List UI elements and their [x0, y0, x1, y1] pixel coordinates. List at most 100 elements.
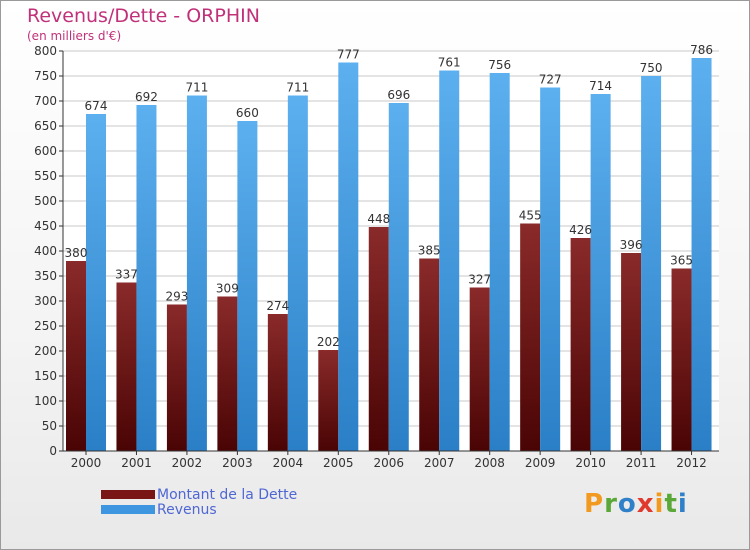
bar-debt-2003: [217, 296, 238, 451]
legend-label-debt: Montant de la Dette: [157, 486, 298, 503]
bar-revenue-2008: [489, 73, 510, 451]
y-tick-label: 200: [34, 344, 57, 358]
data-label-debt: 293: [165, 290, 188, 304]
data-label-debt: 337: [115, 268, 138, 282]
data-label-debt: 274: [266, 299, 289, 313]
x-tick-label: 2004: [273, 456, 304, 470]
x-tick-label: 2002: [172, 456, 203, 470]
legend-item-revenue: Revenus: [101, 501, 297, 518]
chart-legend: Montant de la Dette Revenus: [101, 486, 298, 518]
data-label-revenue: 777: [337, 48, 360, 62]
y-tick-label: 500: [34, 194, 57, 208]
data-label-revenue: 727: [539, 73, 562, 87]
bar-debt-2010: [570, 238, 591, 451]
bar-debt-2000: [66, 261, 86, 451]
data-label-revenue: 692: [135, 90, 158, 104]
data-label-debt: 448: [367, 212, 390, 226]
bar-revenue-2006: [388, 103, 409, 451]
chart-subtitle: (en milliers d'€): [27, 29, 122, 43]
y-tick-label: 600: [34, 144, 57, 158]
x-tick-label: 2011: [626, 456, 657, 470]
logo-letter: t: [664, 489, 678, 519]
y-tick-label: 650: [34, 119, 57, 133]
x-tick-label: 2009: [525, 456, 556, 470]
chart-title: Revenus/Dette - ORPHIN: [27, 5, 260, 27]
x-tick-label: 2001: [121, 456, 152, 470]
bar-debt-2007: [419, 258, 440, 451]
x-tick-label: 2006: [373, 456, 404, 470]
bar-debt-2008: [469, 287, 490, 451]
bar-revenue-2002: [186, 95, 207, 451]
y-tick-label: 450: [34, 219, 57, 233]
data-label-revenue: 674: [85, 99, 108, 113]
x-tick-label: 2010: [575, 456, 606, 470]
bar-debt-2012: [671, 268, 692, 451]
logo-letter: x: [636, 489, 655, 519]
bar-debt-2009: [520, 223, 541, 451]
logo-letter: P: [584, 489, 605, 519]
bar-revenue-2004: [287, 95, 308, 451]
bar-debt-2005: [318, 350, 339, 451]
data-label-revenue: 714: [589, 79, 612, 93]
data-label-debt: 327: [468, 273, 491, 287]
data-label-revenue: 711: [185, 81, 208, 95]
x-tick-label: 2000: [71, 456, 102, 470]
data-label-revenue: 660: [236, 106, 259, 120]
y-tick-label: 150: [34, 369, 57, 383]
x-tick-label: 2005: [323, 456, 354, 470]
data-label-revenue: 696: [387, 88, 410, 102]
bar-debt-2002: [166, 304, 187, 451]
x-tick-label: 2007: [424, 456, 455, 470]
logo-letter: i: [654, 489, 665, 519]
y-tick-label: 550: [34, 169, 57, 183]
data-label-debt: 380: [65, 246, 88, 260]
bar-revenue-2001: [136, 105, 157, 451]
data-label-debt: 309: [216, 282, 239, 296]
data-label-revenue: 786: [690, 43, 713, 57]
data-label-revenue: 750: [640, 61, 663, 75]
bar-revenue-2007: [439, 70, 460, 451]
data-label-debt: 202: [317, 335, 340, 349]
x-tick-label: 2012: [676, 456, 707, 470]
x-tick-label: 2003: [222, 456, 253, 470]
bar-revenue-2005: [338, 62, 359, 451]
y-tick-label: 250: [34, 319, 57, 333]
bar-revenue-2010: [590, 94, 611, 451]
data-label-debt: 396: [620, 238, 643, 252]
legend-swatch-revenue: [101, 505, 155, 514]
data-label-debt: 426: [569, 223, 592, 237]
y-tick-label: 700: [34, 94, 57, 108]
bar-revenue-2012: [691, 58, 712, 451]
y-tick-label: 400: [34, 244, 57, 258]
logo-letter: i: [677, 489, 688, 519]
y-tick-label: 350: [34, 269, 57, 283]
y-tick-label: 750: [34, 69, 57, 83]
data-label-revenue: 761: [438, 56, 461, 70]
data-label-debt: 385: [418, 244, 441, 258]
legend-swatch-debt: [101, 490, 155, 499]
bar-revenue-2009: [540, 87, 561, 451]
legend-label-revenue: Revenus: [157, 501, 217, 518]
bar-revenue-2003: [237, 121, 258, 451]
data-label-debt: 365: [670, 254, 693, 268]
bar-debt-2006: [368, 227, 389, 451]
data-label-debt: 455: [519, 209, 542, 223]
y-tick-label: 0: [49, 444, 57, 458]
y-tick-label: 800: [34, 44, 57, 58]
proxiti-logo: Proxiti: [584, 489, 688, 519]
logo-letter: o: [617, 489, 637, 519]
y-tick-label: 300: [34, 294, 57, 308]
bar-revenue-2000: [86, 114, 106, 451]
bar-debt-2001: [116, 282, 137, 451]
y-tick-label: 100: [34, 394, 57, 408]
bar-debt-2011: [621, 253, 642, 451]
x-tick-label: 2008: [474, 456, 505, 470]
bar-revenue-2011: [641, 76, 662, 451]
logo-letter: r: [604, 489, 618, 519]
data-label-revenue: 711: [286, 81, 309, 95]
bar-debt-2004: [267, 314, 288, 451]
y-tick-label: 50: [42, 419, 57, 433]
legend-item-debt: Montant de la Dette: [101, 486, 298, 503]
